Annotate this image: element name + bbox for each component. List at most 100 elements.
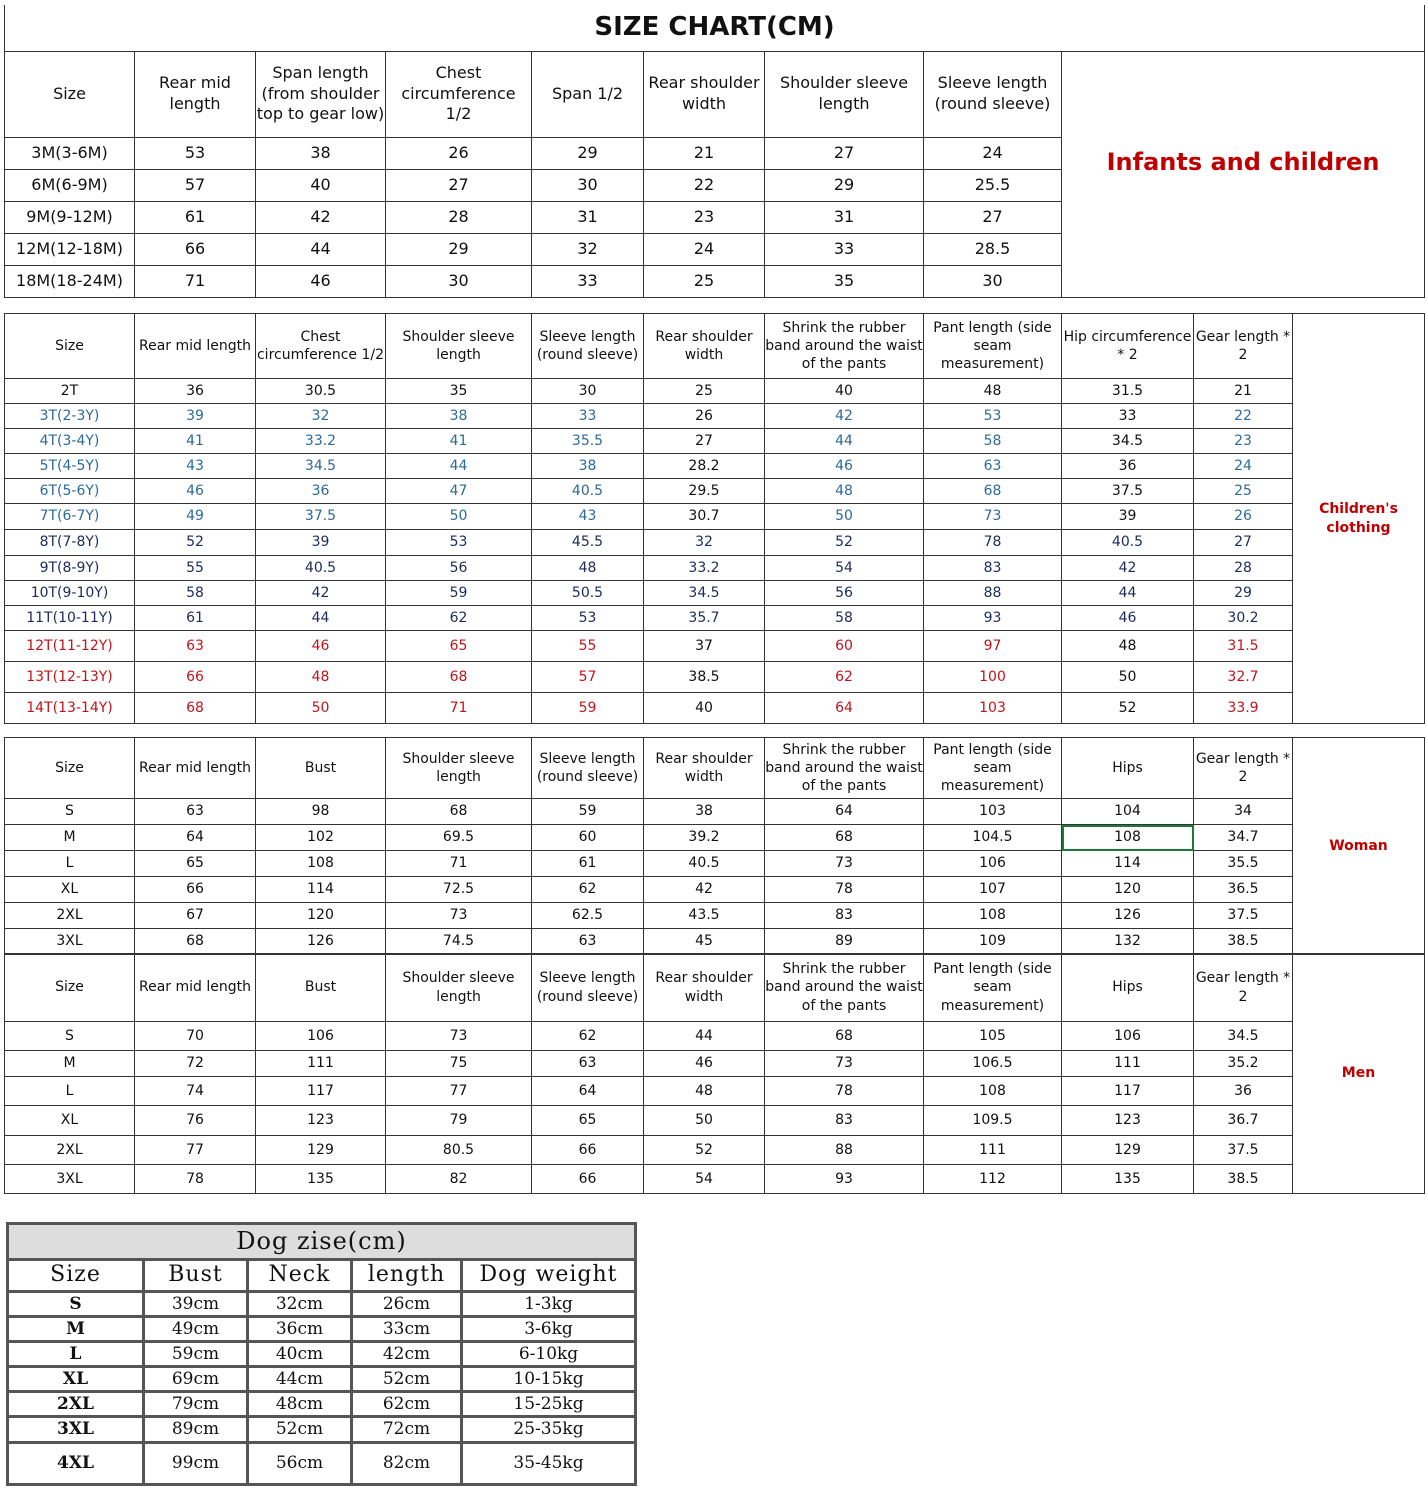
value-cell: 63 [531, 1050, 644, 1077]
section-label: Woman [1292, 737, 1425, 955]
value-cell: 89cm [142, 1415, 249, 1444]
table-row: 13T(12-13Y) 66 48 68 57 38.5 62 100 50 32.7 [4, 661, 1425, 693]
value-cell: 32.7 [1193, 661, 1293, 693]
column-header: Hip circumference * 2 [1061, 313, 1194, 379]
value-cell: 75 [385, 1050, 532, 1077]
value-cell: 29 [385, 232, 532, 266]
value-cell: 33.2 [643, 555, 765, 581]
value-cell: 108 [1061, 824, 1194, 851]
value-cell: 36.5 [1193, 876, 1293, 903]
value-cell: 132 [1061, 928, 1194, 955]
value-cell: 25-35kg [459, 1415, 638, 1444]
table-row: 10T(9-10Y) 58 42 59 50.5 34.5 56 88 44 29 [4, 580, 1425, 606]
column-header: Sleeve length (round sleeve) [531, 953, 644, 1022]
header-row: Size Rear mid length Span length (from sho… [4, 50, 1426, 298]
value-cell: 40.5 [255, 555, 386, 581]
value-cell: 30.5 [255, 378, 386, 404]
value-cell: 41 [134, 428, 256, 454]
value-cell: 68 [134, 928, 256, 955]
table-row: L 65 108 71 61 40.5 73 106 114 35.5 [4, 850, 1425, 877]
column-header: Pant length (side seam measurement) [923, 737, 1062, 799]
value-cell: 108 [255, 850, 386, 877]
value-cell: 89 [764, 928, 924, 955]
value-cell: 135 [255, 1164, 386, 1194]
column-header: Bust [255, 953, 386, 1022]
size-cell: S [4, 1021, 135, 1051]
value-cell: 69cm [142, 1365, 249, 1394]
value-cell: 53 [531, 605, 644, 631]
value-cell: 28.2 [643, 453, 765, 479]
value-cell: 104.5 [923, 824, 1062, 851]
value-cell: 47 [385, 478, 532, 504]
value-cell: 44 [255, 232, 386, 266]
size-cell: M [6, 1315, 145, 1344]
size-cell: 11T(10-11Y) [4, 605, 135, 631]
value-cell: 48 [764, 478, 924, 504]
value-cell: 66 [134, 661, 256, 693]
size-cell: 3XL [4, 928, 135, 955]
value-cell: 27 [923, 200, 1062, 234]
value-cell: 46 [764, 453, 924, 479]
header-row: Size Rear mid length Chest circumference 1… [4, 313, 1425, 724]
column-header: Shoulder sleeve length [385, 953, 532, 1022]
value-cell: 25 [1193, 478, 1293, 504]
table-row: L 74 117 77 64 48 78 108 117 36 [4, 1076, 1425, 1106]
value-cell: 106 [1061, 1021, 1194, 1051]
value-cell: 36 [134, 378, 256, 404]
value-cell: 32 [255, 403, 386, 429]
value-cell: 31 [531, 200, 644, 234]
value-cell: 36.7 [1193, 1105, 1293, 1136]
value-cell: 63 [134, 630, 256, 662]
table-row: 2XL 77 129 80.5 66 52 88 111 129 37.5 [4, 1135, 1425, 1165]
value-cell: 88 [764, 1135, 924, 1165]
value-cell: 107 [923, 876, 1062, 903]
value-cell: 120 [255, 902, 386, 929]
size-cell: 6T(5-6Y) [4, 478, 135, 504]
value-cell: 112 [923, 1164, 1062, 1194]
size-cell: 12M(12-18M) [4, 232, 135, 266]
value-cell: 44 [764, 428, 924, 454]
column-header: Size [4, 313, 135, 379]
size-cell: L [4, 850, 135, 877]
value-cell: 73 [385, 902, 532, 929]
value-cell: 22 [1193, 403, 1293, 429]
size-cell: 2T [4, 378, 135, 404]
value-cell: 52 [1061, 692, 1194, 724]
size-cell: 3XL [6, 1415, 145, 1444]
value-cell: 62 [385, 605, 532, 631]
size-cell: 3T(2-3Y) [4, 403, 135, 429]
column-header: Sleeve length (round sleeve) [531, 313, 644, 379]
table-row: 4XL 99cm 56cm 82cm 35-45kg [6, 1440, 638, 1486]
value-cell: 77 [134, 1135, 256, 1165]
column-header: Neck [246, 1258, 353, 1293]
value-cell: 62 [764, 661, 924, 693]
value-cell: 111 [923, 1135, 1062, 1165]
woman-size-table: Size Rear mid length Bust Shoulder sleeve l… [4, 737, 1425, 955]
value-cell: 64 [764, 798, 924, 825]
value-cell: 78 [764, 1076, 924, 1106]
value-cell: 36cm [246, 1315, 353, 1344]
value-cell: 36 [255, 478, 386, 504]
value-cell: 38 [643, 798, 765, 825]
value-cell: 57 [134, 168, 256, 202]
value-cell: 111 [255, 1050, 386, 1077]
column-header: length [350, 1258, 463, 1293]
value-cell: 48cm [246, 1390, 353, 1419]
column-header: Hips [1061, 953, 1194, 1022]
value-cell: 33 [531, 264, 644, 298]
value-cell: 93 [764, 1164, 924, 1194]
value-cell: 44 [1061, 580, 1194, 606]
value-cell: 120 [1061, 876, 1194, 903]
column-header: Span 1/2 [531, 50, 644, 138]
value-cell: 31.5 [1061, 378, 1194, 404]
value-cell: 68 [764, 1021, 924, 1051]
value-cell: 45.5 [531, 529, 644, 556]
value-cell: 64 [531, 1076, 644, 1106]
value-cell: 80.5 [385, 1135, 532, 1165]
value-cell: 59 [531, 798, 644, 825]
value-cell: 34.7 [1193, 824, 1293, 851]
value-cell: 56 [385, 555, 532, 581]
size-cell: 9T(8-9Y) [4, 555, 135, 581]
value-cell: 83 [764, 902, 924, 929]
value-cell: 35.7 [643, 605, 765, 631]
